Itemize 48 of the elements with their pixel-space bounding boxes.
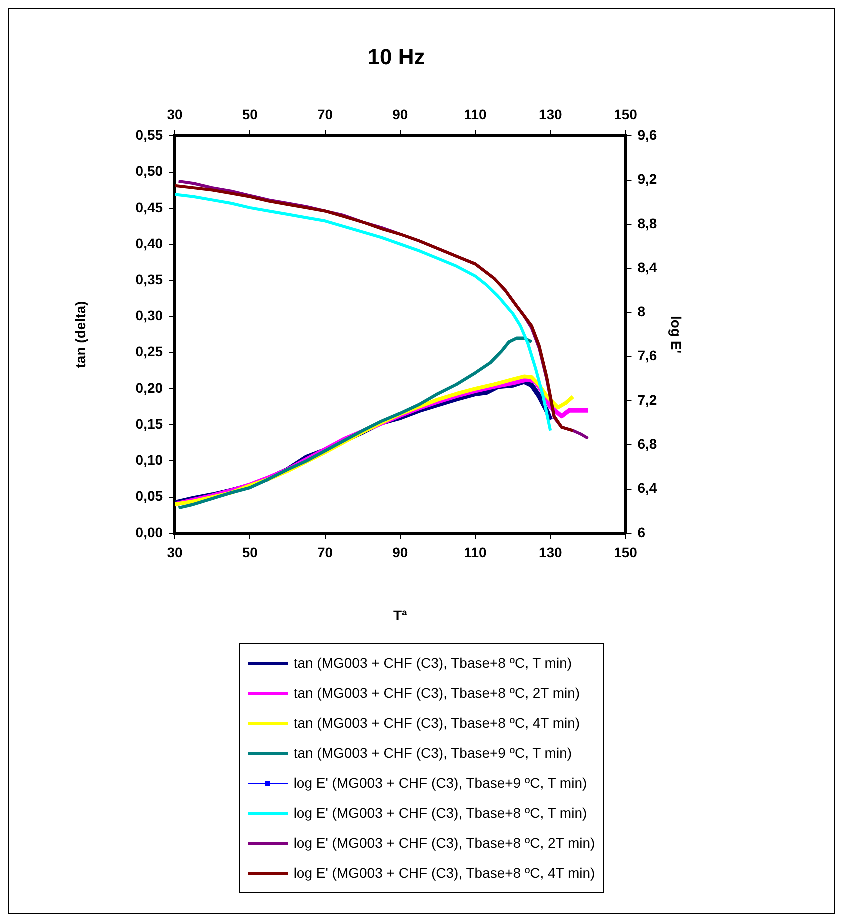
y2-tick-label: 7,6 xyxy=(638,348,658,364)
y2-tick-label: 9,6 xyxy=(638,127,658,144)
x2-tick-label: 110 xyxy=(464,106,488,123)
y-tick-label: 0,05 xyxy=(136,488,164,504)
x2-tick-label: 130 xyxy=(538,106,563,123)
legend-label: log E' (MG003 + CHF (C3), Tbase+8 ºC, 2T min) xyxy=(294,835,596,851)
x-tick-label: 90 xyxy=(392,544,408,561)
x-tick-label: 70 xyxy=(317,544,334,561)
y2-tick-label: 8,4 xyxy=(638,259,658,276)
legend-label: tan (MG003 + CHF (C3), Tbase+8 ºC, T min) xyxy=(294,655,572,671)
x2-tick-label: 30 xyxy=(167,106,184,123)
y-tick-label: 0,30 xyxy=(136,308,164,324)
y-axis-title: tan (delta) xyxy=(72,301,88,368)
legend-label: log E' (MG003 + CHF (C3), Tbase+8 ºC, 4T min) xyxy=(294,865,596,881)
y-tick-label: 0,50 xyxy=(136,163,164,180)
x2-tick-label: 150 xyxy=(614,106,638,123)
legend-label: tan (MG003 + CHF (C3), Tbase+8 ºC, 2T min) xyxy=(294,685,580,701)
x-tick-label: 150 xyxy=(614,544,638,561)
x-tick-label: 30 xyxy=(167,544,184,561)
y2-tick-label: 8 xyxy=(638,304,646,320)
x-tick-label: 50 xyxy=(242,544,258,561)
chart-title: 10 Hz xyxy=(368,44,426,70)
y-tick-label: 0,45 xyxy=(136,199,164,216)
y-tick-label: 0,15 xyxy=(136,416,164,432)
y-tick-label: 0,35 xyxy=(136,271,164,288)
legend-label: tan (MG003 + CHF (C3), Tbase+9 ºC, T min) xyxy=(294,745,572,761)
x2-tick-label: 90 xyxy=(392,106,408,123)
y-tick-label: 0,10 xyxy=(136,452,164,468)
legend-label: log E' (MG003 + CHF (C3), Tbase+9 ºC, T min) xyxy=(294,775,588,791)
y-tick-label: 0,00 xyxy=(136,524,164,540)
y-tick-label: 0,40 xyxy=(136,235,164,252)
y-tick-label: 0,55 xyxy=(136,127,164,144)
legend-label: tan (MG003 + CHF (C3), Tbase+8 ºC, 4T min) xyxy=(294,715,580,731)
legend-label: log E' (MG003 + CHF (C3), Tbase+8 ºC, T min) xyxy=(294,805,588,821)
x-axis-title: Tª xyxy=(394,607,408,624)
y2-tick-label: 6,8 xyxy=(638,436,658,452)
y2-axis-title: log E' xyxy=(668,316,685,354)
y2-tick-label: 8,8 xyxy=(638,215,658,232)
x2-tick-label: 70 xyxy=(317,106,334,123)
x-tick-label: 110 xyxy=(464,544,488,561)
y2-tick-label: 6 xyxy=(638,524,646,540)
y-tick-label: 0,20 xyxy=(136,380,164,396)
y-tick-label: 0,25 xyxy=(136,344,164,360)
y2-tick-label: 7,2 xyxy=(638,392,658,408)
y2-tick-label: 6,4 xyxy=(638,480,658,496)
x-tick-label: 130 xyxy=(538,544,563,561)
x2-tick-label: 50 xyxy=(242,106,258,123)
y2-tick-label: 9,2 xyxy=(638,171,658,188)
